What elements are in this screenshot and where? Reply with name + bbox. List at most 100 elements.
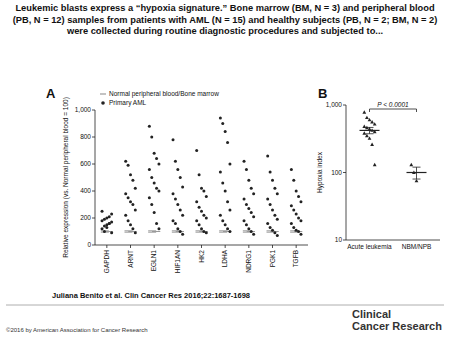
aml-point: [247, 227, 250, 230]
aml-point: [155, 222, 158, 225]
aml-point: [124, 214, 127, 217]
y-tick-label: 400: [80, 187, 91, 194]
aml-point: [195, 149, 198, 152]
aml-point: [219, 171, 222, 174]
x-tick-label: LDHA: [221, 249, 228, 267]
normal-point: [152, 231, 160, 232]
aml-point: [273, 231, 276, 234]
aml-point: [243, 160, 246, 163]
aml-point: [271, 179, 274, 182]
point: [362, 110, 366, 113]
aml-point: [155, 157, 158, 160]
error-whisker: [369, 127, 370, 133]
normal-point: [176, 231, 184, 232]
aml-point: [226, 200, 229, 203]
aml-point: [124, 192, 127, 195]
aml-point: [148, 196, 151, 199]
aml-point: [221, 181, 224, 184]
aml-point: [198, 223, 201, 226]
aml-point: [247, 207, 250, 210]
aml-point: [129, 173, 132, 176]
aml-point: [181, 214, 184, 217]
x-axis: [346, 240, 440, 241]
aml-point: [108, 222, 111, 225]
aml-point: [155, 187, 158, 190]
aml-point: [297, 230, 300, 233]
legend-label: Normal peripheral blood/Bone marrow: [109, 90, 219, 98]
aml-point: [172, 138, 175, 141]
aml-point: [252, 215, 255, 218]
panel-label: B: [318, 86, 327, 101]
point: [365, 116, 369, 119]
figure-title: Leukemic blasts express a “hypoxia signa…: [8, 3, 442, 38]
aml-point: [245, 223, 248, 226]
significance-bracket: [370, 109, 417, 112]
aml-point: [269, 171, 272, 174]
aml-point: [295, 190, 298, 193]
aml-point: [290, 204, 293, 207]
y-tick: [92, 218, 95, 219]
aml-point: [292, 226, 295, 229]
aml-point: [250, 230, 253, 233]
aml-point: [108, 215, 111, 218]
aml-point: [157, 227, 160, 230]
aml-point: [179, 176, 182, 179]
y-tick: [92, 110, 95, 111]
normal-point: [223, 231, 231, 232]
aml-point: [198, 206, 201, 209]
y-axis: [95, 110, 96, 245]
aml-point: [110, 212, 113, 215]
aml-point: [105, 226, 108, 229]
aml-point: [292, 208, 295, 211]
aml-point: [150, 136, 153, 139]
aml-point: [205, 195, 208, 198]
aml-point: [202, 190, 205, 193]
y-tick: [343, 105, 346, 106]
y-axis-label: Hypoxia index: [316, 151, 324, 193]
y-tick: [92, 137, 95, 138]
aml-point: [219, 214, 222, 217]
aml-point: [299, 219, 302, 222]
aml-point: [129, 200, 132, 203]
x-tick: [201, 245, 202, 248]
aml-point: [247, 179, 250, 182]
y-tick: [92, 164, 95, 165]
aml-point: [228, 208, 231, 211]
aml-point: [108, 222, 111, 225]
aml-point: [273, 214, 276, 217]
aml-point: [179, 230, 182, 233]
aml-point: [252, 233, 255, 236]
x-tick-label: GAPDH: [103, 250, 110, 273]
citation: Juliana Benito et al. Clin Cancer Res 20…: [52, 291, 250, 300]
aml-point: [276, 218, 279, 221]
point: [415, 179, 419, 182]
point: [373, 163, 377, 166]
point: [368, 118, 372, 121]
aml-point: [224, 130, 227, 133]
y-tick-label: 10: [335, 236, 343, 243]
x-tick-label: NDRG1: [245, 250, 252, 273]
y-tick-label: 100: [331, 169, 342, 176]
plot-area: [101, 117, 303, 237]
x-tick: [177, 245, 178, 248]
aml-point: [148, 168, 151, 171]
journal-logo: Clinical: [352, 308, 391, 320]
x-tick: [106, 245, 107, 248]
normal-point: [247, 231, 255, 232]
aml-point: [110, 231, 113, 234]
x-tick: [225, 245, 226, 248]
aml-point: [103, 230, 106, 233]
y-tick: [92, 245, 95, 246]
aml-point: [200, 227, 203, 230]
aml-point: [224, 223, 227, 226]
aml-point: [290, 222, 293, 225]
aml-point: [131, 227, 134, 230]
aml-point: [224, 190, 227, 193]
x-tick-label: HIF1AN: [174, 250, 181, 273]
aml-point: [266, 198, 269, 201]
error-bar: [366, 127, 374, 133]
aml-point: [127, 164, 130, 167]
aml-point: [181, 185, 184, 188]
aml-point: [195, 219, 198, 222]
error-whisker: [416, 167, 417, 179]
